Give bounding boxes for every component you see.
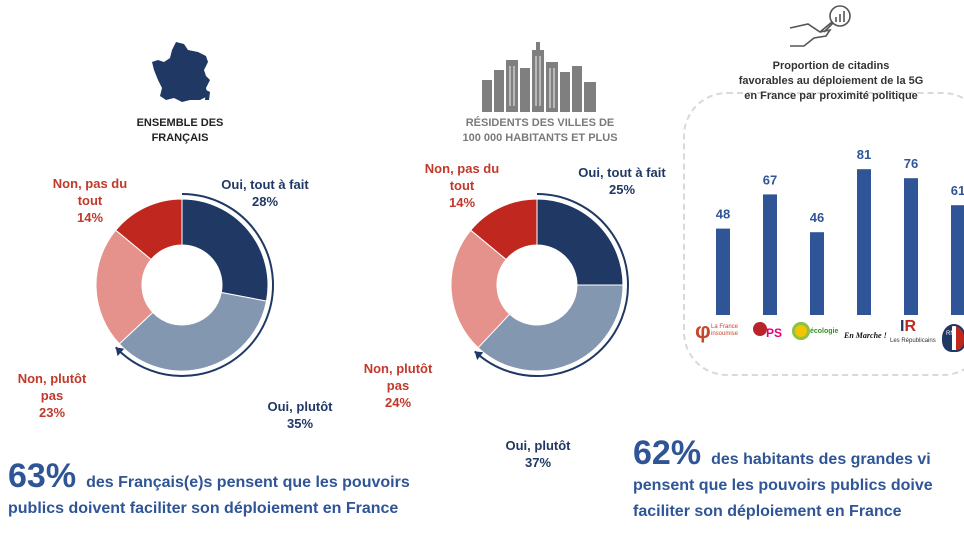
party-label-lr: Les Républicains (890, 338, 936, 344)
middle-slice-non-plutot-pas (450, 229, 511, 349)
flame-icon (942, 324, 964, 352)
bar-label-4: 76 (904, 156, 918, 171)
left-headline: 63% des Français(e)s pensent que les pouv… (8, 459, 410, 522)
middle-headline: 62% des habitants des grandes vi pensent … (633, 440, 964, 525)
left-label-otaf-pct: 28% (251, 194, 279, 209)
party-label-rn: RN (946, 331, 955, 337)
middle-label-npdt-line2: tout (449, 178, 475, 193)
party-logo-lrem: En Marche ! (842, 324, 887, 348)
left-headline-pct: 63% (8, 457, 77, 495)
left-label-non-pas-du-tout: Non, pas du tout 14% (40, 175, 140, 226)
bar-chart-politics: 48 67 46 81 76 61 (716, 147, 964, 315)
party-label-ps: PS (766, 326, 783, 340)
middle-label-op-pct: 37% (524, 455, 552, 470)
party-logo-rn: RN (940, 322, 964, 352)
bar-label-1: 67 (763, 172, 777, 187)
sunflower-icon (792, 322, 810, 340)
left-slice-non-plutot-pas (95, 229, 154, 345)
bar-label-0: 48 (716, 207, 730, 222)
bar-label-3: 81 (857, 147, 871, 162)
left-headline-text1: des Français(e)s pensent que les pouvoir… (86, 474, 410, 491)
middle-label-oui-tout-a-fait: Oui, tout à fait 25% (562, 164, 682, 198)
left-oui-arc (114, 193, 274, 377)
france-map-icon (152, 42, 210, 102)
party-label-lrem: En Marche ! (844, 331, 887, 340)
middle-headline-line3: faciliter son déploiement en France (633, 503, 902, 520)
middle-oui-arc (474, 193, 629, 377)
left-label-oui-tout-a-fait: Oui, tout à fait 28% (205, 176, 325, 210)
left-label-op-line1: Oui, plutôt (267, 399, 333, 414)
party-logo-eelv: écologie (792, 320, 842, 352)
left-caption: ENSEMBLE DES FRANÇAIS (110, 116, 250, 146)
party-logo-ps: PS (752, 320, 786, 352)
right-title: Proportion de citadins favorables au dép… (706, 59, 956, 104)
middle-slice-oui-tout-a-fait (536, 198, 624, 286)
bar-label-5: 61 (951, 183, 964, 198)
middle-slice-non-pas-du-tout (470, 198, 538, 261)
left-label-npdt-line1: Non, pas du (52, 176, 128, 191)
donut-chart-left (95, 193, 274, 377)
middle-label-otaf-line1: Oui, tout à fait (578, 165, 666, 180)
middle-label-non-plutot-pas: Non, plutôt pas 24% (348, 360, 448, 411)
bar-label-2: 46 (810, 210, 824, 225)
bar-0 (716, 228, 730, 315)
right-title-line3: en France par proximité politique (744, 90, 918, 102)
left-oui-arc-arrowhead (115, 347, 125, 357)
middle-slice-oui-plutot (477, 284, 624, 372)
middle-label-npp-line1: Non, plutôt (363, 361, 433, 376)
middle-headline-text1: des habitants des grandes vi (711, 451, 931, 468)
left-label-non-plutot-pas: Non, plutôt pas 23% (2, 370, 102, 421)
rose-icon (753, 322, 767, 336)
left-label-npdt-pct: 14% (76, 210, 104, 225)
party-logo-lfi: φ La France insoumise (695, 318, 751, 352)
donut-chart-middle (450, 193, 629, 377)
middle-caption: RÉSIDENTS DES VILLES DE 100 000 HABITANT… (440, 116, 640, 146)
middle-label-npp-line2: pas (386, 378, 410, 393)
hand-magnifier-icon (789, 5, 851, 47)
left-headline-line2: publics doivent faciliter son déploiemen… (8, 500, 399, 517)
middle-headline-line1: 62% des habitants des grandes vi (633, 440, 964, 473)
bar-5 (951, 205, 964, 315)
left-label-otaf-line1: Oui, tout à fait (221, 177, 309, 192)
right-title-line1: Proportion de citadins (772, 60, 890, 72)
middle-oui-arc-arrowhead (474, 351, 484, 361)
left-label-npp-line2: pas (40, 388, 64, 403)
left-slice-non-pas-du-tout (115, 198, 183, 261)
left-label-npdt-line2: tout (77, 193, 103, 208)
bar-4 (904, 178, 918, 315)
right-panel-frame (683, 92, 964, 376)
middle-headline-pct: 62% (633, 440, 702, 472)
middle-caption-line1: RÉSIDENTS DES VILLES DE (465, 117, 615, 129)
middle-headline-line2: pensent que les pouvoirs publics doive (633, 477, 933, 494)
middle-label-op-line1: Oui, plutôt (505, 438, 571, 453)
left-caption-line1: ENSEMBLE DES (136, 117, 224, 129)
party-label-eelv: écologie (810, 328, 839, 335)
left-slice-oui-plutot (118, 291, 268, 372)
left-headline-line1: 63% des Français(e)s pensent que les pouv… (8, 459, 410, 496)
party-logo-lr: IR Les Républicains (888, 318, 938, 352)
phi-icon: φ (695, 318, 711, 343)
middle-label-otaf-pct: 25% (608, 182, 636, 197)
middle-caption-line2: 100 000 HABITANTS ET PLUS (462, 132, 618, 144)
left-slice-oui-tout-a-fait (181, 198, 269, 302)
lr-icon: IR (900, 318, 917, 335)
bar-1 (763, 194, 777, 315)
left-label-op-pct: 35% (286, 416, 314, 431)
bar-3 (857, 169, 871, 315)
middle-label-npdt-line1: Non, pas du (424, 161, 500, 176)
middle-label-npdt-pct: 14% (448, 195, 476, 210)
left-label-npp-pct: 23% (38, 405, 66, 420)
bar-2 (810, 232, 824, 315)
left-caption-line2: FRANÇAIS (151, 132, 209, 144)
city-skyline-icon (482, 42, 596, 112)
left-label-npp-line1: Non, plutôt (17, 371, 87, 386)
left-label-oui-plutot: Oui, plutôt 35% (250, 398, 350, 432)
middle-label-npp-pct: 24% (384, 395, 412, 410)
party-label-lfi: La France insoumise (711, 324, 739, 337)
middle-label-non-pas-du-tout: Non, pas du tout 14% (412, 160, 512, 211)
right-title-line2: favorables au déploiement de la 5G (738, 75, 924, 87)
middle-label-oui-plutot: Oui, plutôt 37% (488, 437, 588, 471)
